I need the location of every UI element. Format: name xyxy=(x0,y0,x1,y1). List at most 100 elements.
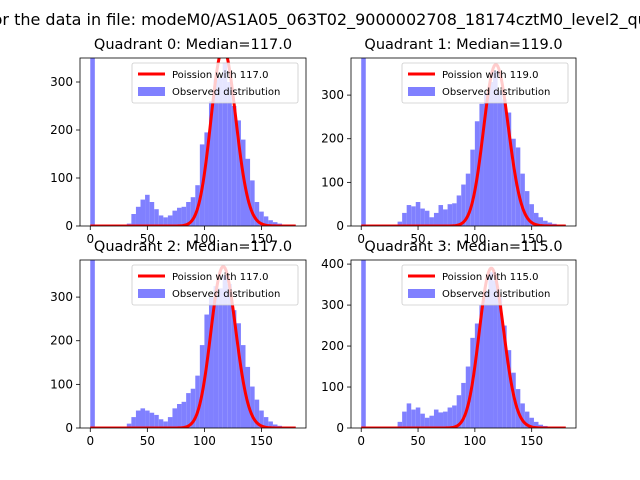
histogram-bar xyxy=(259,410,264,428)
histogram-bar xyxy=(447,407,453,428)
histogram-bar xyxy=(547,222,553,226)
histogram-bar xyxy=(172,210,178,226)
histogram-bar xyxy=(131,214,136,226)
histogram-bar xyxy=(497,90,503,226)
poisson-curve xyxy=(89,58,297,226)
histogram-bar xyxy=(361,58,366,226)
histogram-bar xyxy=(272,222,278,226)
legend: Poission with 119.0 Observed distribution xyxy=(401,62,569,104)
histogram-bar xyxy=(429,217,434,226)
histogram-bar xyxy=(263,216,269,226)
subplot-quadrant-1: Quadrant 1: Median=119.0 0 50 100 150 0 100 200… xyxy=(321,37,577,246)
histogram-bar xyxy=(222,62,228,226)
histogram-bar xyxy=(529,417,534,428)
histogram-bar xyxy=(397,221,403,226)
subplot-title: Quadrant 3: Median=115.0 xyxy=(364,239,562,255)
legend: Poission with 117.0 Observed distribution xyxy=(131,264,299,306)
histogram-bar xyxy=(456,195,462,226)
x-tick-label: 0 xyxy=(86,434,94,448)
histogram-bar xyxy=(483,290,489,428)
histogram-bar xyxy=(167,215,173,226)
x-tick-label: 50 xyxy=(140,434,155,448)
axes-frame xyxy=(79,259,307,429)
histogram-bar xyxy=(190,197,196,226)
histogram-bar xyxy=(402,212,407,226)
x-tick-label: 50 xyxy=(140,232,155,246)
legend-observed-swatch xyxy=(138,289,165,298)
histogram-bar xyxy=(438,205,444,226)
figure-suptitle: Histograms for the data in file: modeM0/… xyxy=(0,10,640,30)
legend-observed-swatch xyxy=(408,289,435,298)
x-tick-label: 100 xyxy=(463,434,486,448)
histogram-bar xyxy=(140,408,146,428)
subplot-title: Quadrant 1: Median=119.0 xyxy=(364,37,562,53)
histogram-bar xyxy=(402,411,407,428)
histogram-bar xyxy=(538,424,544,428)
histogram-bar xyxy=(461,382,466,428)
x-tick-label: 0 xyxy=(86,232,94,246)
histogram-bar xyxy=(424,210,430,226)
histogram-bar xyxy=(465,173,471,226)
histogram-bar xyxy=(406,403,412,428)
histogram-bar xyxy=(263,417,269,428)
histogram-bar xyxy=(190,388,196,428)
y-tick-label: 100 xyxy=(50,171,73,185)
x-tick-label: 150 xyxy=(250,434,273,448)
x-tick-label: 150 xyxy=(520,232,543,246)
histogram-bar xyxy=(447,204,453,226)
legend-observed-swatch xyxy=(138,87,165,96)
y-tick-label: 300 xyxy=(321,298,344,312)
histogram-bar xyxy=(213,79,219,226)
histogram-bar xyxy=(231,106,237,226)
histogram-bar xyxy=(488,272,494,428)
histogram-bar xyxy=(533,421,539,428)
histogram-bar xyxy=(529,204,534,226)
x-tick-label: 150 xyxy=(250,232,273,246)
histogram-bar xyxy=(186,202,191,226)
subplots-grid: Quadrant 0: Median=117.0 0 50 100 150 0 100 200… xyxy=(50,37,577,448)
x-axis-ticks: 0 50 100 150 xyxy=(357,428,543,448)
x-axis-ticks: 0 50 100 150 xyxy=(357,226,543,246)
histogram-bar xyxy=(149,202,155,226)
legend-box xyxy=(131,264,299,306)
histogram-bar xyxy=(177,404,182,428)
legend-box xyxy=(131,62,299,104)
histogram-bar xyxy=(218,77,223,226)
y-axis-ticks: 0 100 200 300 xyxy=(50,75,80,233)
histogram-bar xyxy=(208,297,214,428)
histogram-bar xyxy=(524,191,530,226)
histogram-bar xyxy=(163,217,168,226)
histogram-bar xyxy=(433,409,439,428)
histogram-bar xyxy=(443,411,448,428)
histogram-bar xyxy=(272,424,278,428)
histogram-bar xyxy=(479,103,484,226)
histogram-bar xyxy=(254,202,260,226)
poisson-curve xyxy=(360,266,567,428)
x-axis-ticks: 0 50 100 150 xyxy=(86,428,273,448)
histogram-bar xyxy=(415,407,421,428)
histogram-bar xyxy=(443,209,448,226)
histogram-bar xyxy=(483,92,489,226)
histogram-bar xyxy=(154,414,159,428)
x-tick-label: 100 xyxy=(193,434,216,448)
y-tick-label: 400 xyxy=(321,257,344,271)
poisson-curve xyxy=(89,265,297,428)
y-tick-label: 200 xyxy=(50,334,73,348)
axes-frame xyxy=(79,57,307,227)
histogram-bar xyxy=(227,82,232,226)
y-tick-label: 0 xyxy=(65,421,73,435)
histogram-bar xyxy=(452,405,457,428)
histogram-bar xyxy=(397,421,403,428)
y-tick-label: 0 xyxy=(65,219,73,233)
histogram-bar xyxy=(520,173,525,226)
histogram-bar xyxy=(135,410,141,428)
histogram-bar xyxy=(502,325,507,428)
legend: Poission with 117.0 Observed distribution xyxy=(131,62,299,104)
histogram-bar xyxy=(411,206,416,226)
x-tick-label: 150 xyxy=(520,434,543,448)
subplot-title: Quadrant 0: Median=117.0 xyxy=(94,37,292,53)
histogram-bar xyxy=(227,284,232,428)
histogram-bar xyxy=(438,412,444,428)
legend-observed-swatch xyxy=(408,87,435,96)
